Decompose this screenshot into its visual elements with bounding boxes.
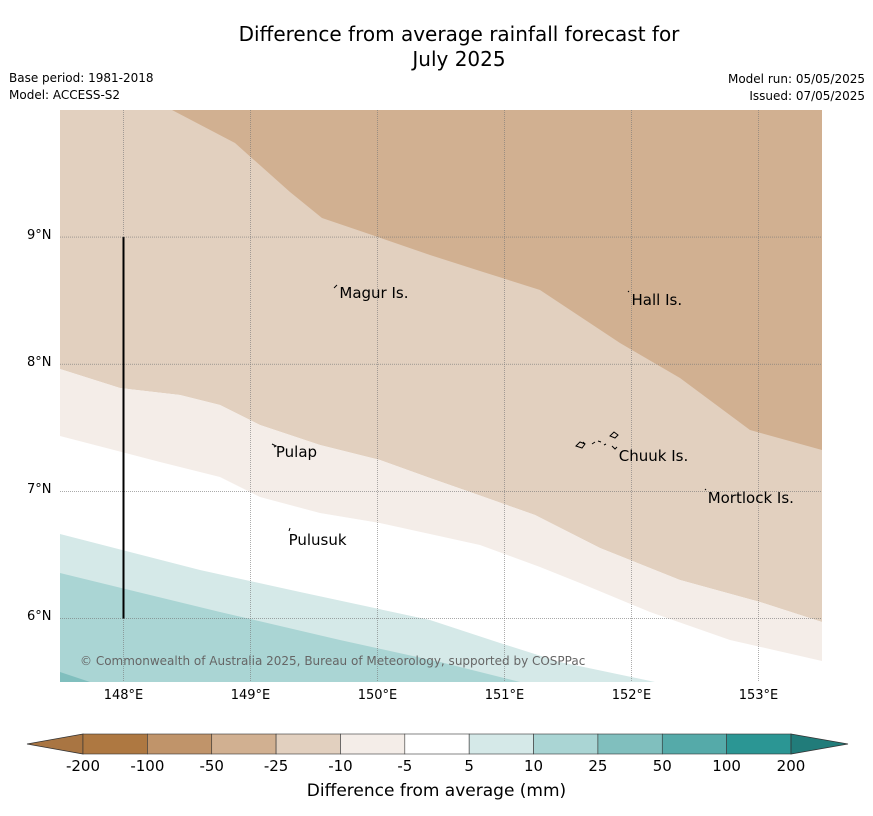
band-minus-50-to-minus-25 [172, 110, 822, 450]
longitude-label: 150°E [357, 688, 398, 703]
colorbar-segment [404, 733, 470, 755]
place-label: Pulusuk [288, 530, 347, 549]
title-line-2: July 2025 [412, 47, 506, 71]
longitude-label: 152°E [611, 688, 652, 703]
meta-right: Model run: 05/05/2025 Issued: 07/05/2025 [728, 71, 865, 105]
colorbar-tick-label: -10 [328, 757, 353, 775]
colorbar-segment [211, 733, 277, 755]
island-outlines [271, 284, 707, 532]
title-line-1: Difference from average rainfall forecas… [238, 22, 680, 46]
place-label: Mortlock Is. [707, 488, 794, 507]
pulusuk-islet-icon [288, 527, 291, 532]
colorbar-tick-label: 10 [523, 757, 544, 775]
colorbar-tick-label: -50 [199, 757, 224, 775]
map-title: Difference from average rainfall forecas… [0, 22, 873, 72]
colorbar-tick-label: 25 [588, 757, 608, 775]
colorbar-upper-extend [790, 733, 849, 755]
colorbar-tick-label: -200 [65, 757, 101, 775]
colorbar-title: Difference from average (mm) [306, 781, 567, 801]
latitude-label: 6°N [27, 609, 52, 625]
place-label: Pulap [275, 443, 318, 462]
colorbar-segment [82, 733, 148, 755]
issued-date: Issued: 07/05/2025 [749, 89, 865, 103]
contour-fill-layer [60, 110, 822, 682]
base-period: Base period: 1981-2018 [9, 71, 154, 85]
place-label: Magur Is. [339, 284, 409, 303]
colorbar-tick-label: -100 [130, 757, 165, 775]
latitude-label: 9°N [27, 228, 52, 244]
longitude-label: 149°E [230, 688, 271, 703]
colorbar-tick-label: -25 [263, 757, 289, 775]
chuuk-lagoon-islands-icon [575, 431, 619, 450]
hall-islet-icon [627, 290, 630, 293]
pulap-islet-icon [271, 443, 278, 448]
colorbar-segment [147, 733, 213, 755]
colorbar-segment [340, 733, 406, 755]
colorbar-tick-label: -5 [397, 757, 413, 775]
latitude-label: 7°N [27, 482, 52, 498]
copyright-notice: © Commonwealth of Australia 2025, Bureau… [80, 654, 586, 668]
band-10-to-25 [60, 573, 520, 682]
meta-left: Base period: 1981-2018 Model: ACCESS-S2 [9, 70, 154, 104]
place-label: Hall Is. [631, 290, 683, 309]
longitude-label: 153°E [738, 688, 779, 703]
colorbar-segment [597, 733, 663, 755]
colorbar-tick-label: 200 [776, 757, 806, 775]
longitude-label: 151°E [484, 688, 525, 703]
colorbar-lower-extend [26, 733, 84, 755]
longitude-label: 148°E [103, 688, 144, 703]
mortlock-islet-icon [704, 488, 707, 491]
model-name: Model: ACCESS-S2 [9, 88, 121, 102]
place-label: Chuuk Is. [618, 447, 689, 465]
graticule [60, 110, 822, 682]
colorbar-segments [82, 733, 792, 755]
colorbar-segment [533, 733, 599, 755]
colorbar-segment [275, 733, 341, 755]
colorbar-segment [661, 733, 727, 755]
colorbar-segment [468, 733, 534, 755]
colorbar-tick-label: 5 [464, 757, 474, 775]
colorbar-tick-label: 100 [712, 757, 741, 775]
latitude-label: 8°N [27, 355, 52, 371]
colorbar [26, 733, 849, 755]
magur-islet-icon [333, 284, 338, 289]
model-run: Model run: 05/05/2025 [727, 72, 865, 86]
band-25-to-50 [60, 672, 90, 682]
colorbar-segment [726, 733, 792, 755]
colorbar-tick-label: 50 [652, 757, 672, 775]
